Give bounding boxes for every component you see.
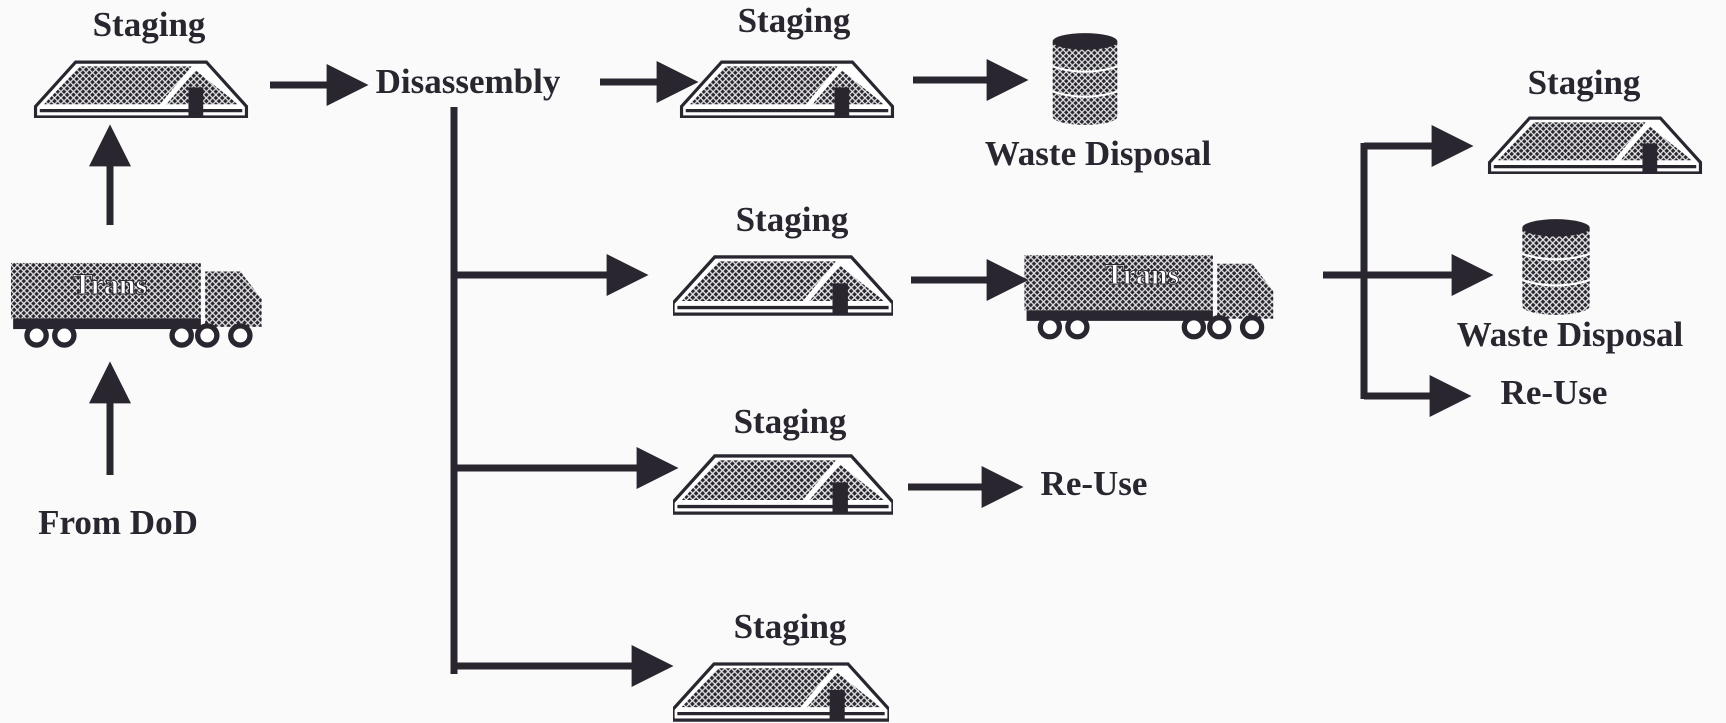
staging-icon bbox=[673, 456, 893, 513]
page: Staging Disassembly Staging Waste Dispos… bbox=[0, 0, 1726, 723]
node-label: Staging bbox=[734, 402, 847, 441]
node-label: Waste Disposal bbox=[1457, 315, 1684, 354]
truck-label: Trans bbox=[73, 268, 147, 301]
truck-label: Trans bbox=[1105, 258, 1179, 291]
node-label: Staging bbox=[738, 1, 851, 40]
node-label: Re-Use bbox=[1501, 373, 1608, 412]
node-label: Staging bbox=[93, 5, 206, 44]
staging-icon bbox=[682, 62, 893, 117]
staging-icon bbox=[673, 664, 889, 720]
node-label: Disassembly bbox=[376, 62, 561, 101]
connectors bbox=[110, 80, 1460, 674]
diagram: Staging Disassembly Staging Waste Dispos… bbox=[0, 0, 1726, 723]
node-label: Staging bbox=[736, 200, 849, 239]
node-label: Waste Disposal bbox=[985, 134, 1212, 173]
node-label: Staging bbox=[734, 607, 847, 646]
barrel-icon bbox=[1053, 33, 1118, 125]
staging-icon bbox=[673, 257, 893, 314]
node-label: From DoD bbox=[38, 503, 198, 542]
icons bbox=[11, 33, 1700, 720]
staging-icon bbox=[1490, 118, 1701, 173]
staging-icon bbox=[36, 62, 247, 117]
node-label: Staging bbox=[1528, 63, 1641, 102]
barrel-icon bbox=[1522, 219, 1589, 315]
node-label: Re-Use bbox=[1041, 464, 1148, 503]
